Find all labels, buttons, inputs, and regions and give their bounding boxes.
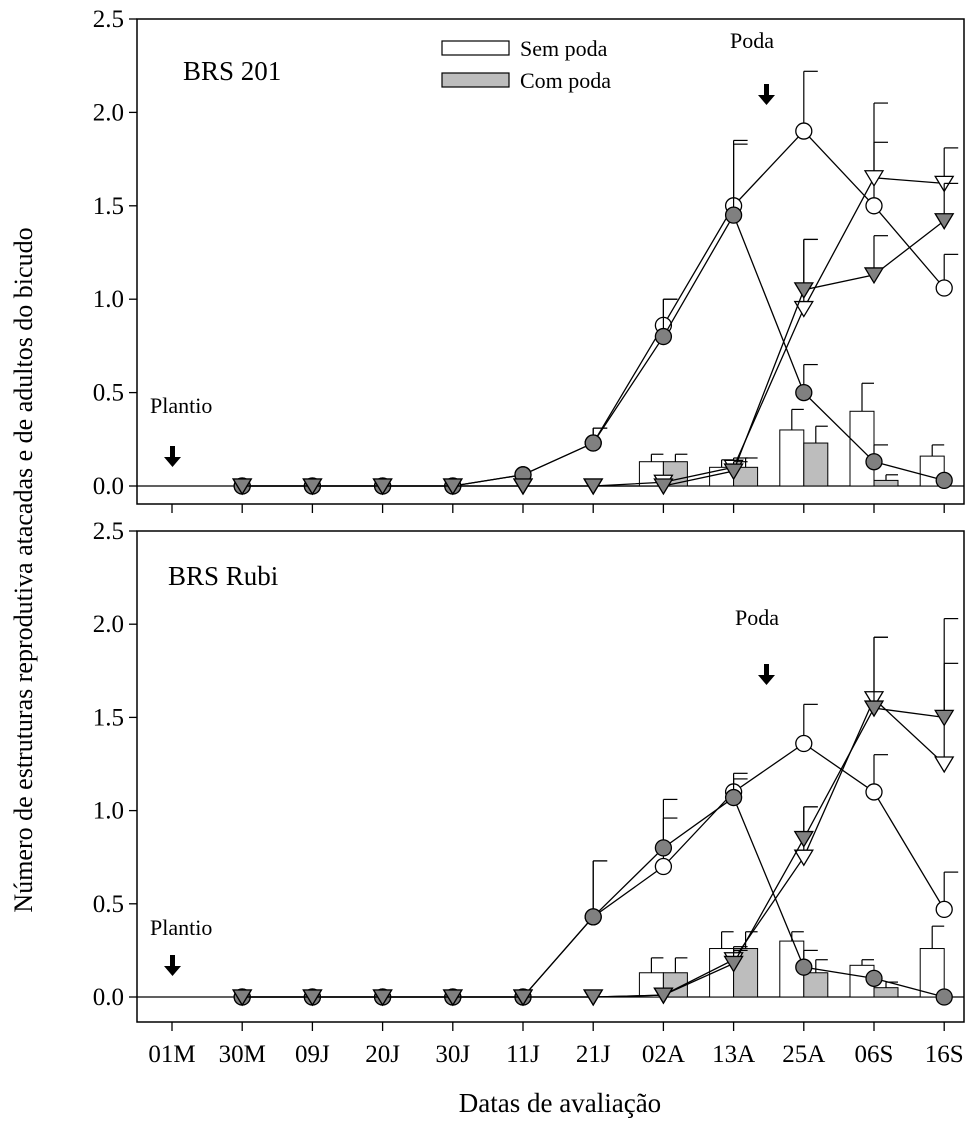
data-point: [934, 213, 955, 231]
data-point: [793, 300, 814, 318]
data-point: [654, 857, 673, 876]
x-tick-label: 21J: [576, 1041, 611, 1068]
data-point: [863, 700, 885, 718]
x-tick-label: 01M: [148, 1041, 195, 1068]
data-point: [935, 900, 953, 919]
plantio-arrow-icon: [164, 446, 181, 467]
y-tick-label: 2.5: [93, 6, 124, 33]
legend-swatch-com-poda: [441, 72, 510, 88]
x-tick-label: 30J: [435, 1041, 470, 1068]
series-line: [242, 707, 945, 998]
y-axis-label: Número de estruturas reprodutiva atacada…: [9, 227, 38, 912]
x-tick-label: 30M: [219, 1041, 266, 1068]
data-point: [583, 478, 604, 496]
data-point: [795, 383, 813, 402]
y-tick-label: 0.5: [93, 380, 124, 407]
data-point: [724, 788, 743, 807]
data-point: [863, 267, 885, 285]
data-point: [442, 989, 463, 1007]
x-tick-label: 13A: [712, 1041, 755, 1068]
data-point: [865, 783, 883, 801]
x-tick-label: 11J: [506, 1041, 540, 1068]
data-point: [724, 206, 743, 224]
data-point: [935, 988, 953, 1006]
data-point: [865, 969, 883, 988]
panel-title: BRS 201: [183, 56, 281, 86]
y-tick-label: 2.0: [93, 99, 124, 126]
data-point: [653, 478, 674, 496]
x-tick-label: 06S: [855, 1041, 894, 1068]
data-point: [302, 478, 323, 496]
x-tick-label: 09J: [295, 1041, 330, 1068]
y-tick-label: 2.5: [93, 518, 124, 545]
legend: Sem poda Com poda: [441, 36, 611, 93]
data-point: [793, 849, 814, 867]
data-point: [654, 327, 673, 346]
data-point: [512, 478, 534, 496]
poda-arrow-icon: [758, 84, 775, 105]
plantio-label: Plantio: [150, 393, 212, 418]
data-point: [934, 756, 955, 774]
data-point: [442, 478, 463, 496]
plot-frame: [136, 530, 965, 1023]
y-tick-label: 0.0: [93, 984, 124, 1011]
bar: [803, 972, 829, 998]
panel-brs-201: BRS 201 Plantio Poda Sem poda Com poda 0…: [93, 6, 965, 513]
bar: [803, 442, 829, 487]
data-point: [793, 830, 814, 848]
data-point: [863, 170, 885, 188]
plot-frame: [136, 18, 965, 505]
data-point: [512, 989, 534, 1007]
data-point: [653, 987, 674, 1005]
data-point: [584, 908, 602, 926]
data-point: [654, 839, 673, 857]
legend-label-sem-poda: Sem poda: [520, 36, 608, 61]
data-point: [372, 989, 393, 1007]
data-point: [935, 471, 953, 490]
y-tick-label: 1.5: [93, 193, 124, 220]
panel-title: BRS Rubi: [168, 561, 278, 591]
data-point: [795, 122, 813, 140]
legend-swatch-sem-poda: [441, 40, 510, 56]
data-point: [793, 282, 814, 300]
data-point: [584, 434, 602, 452]
bar: [873, 479, 899, 487]
data-point: [232, 478, 253, 496]
poda-label: Poda: [735, 605, 779, 630]
x-tick-label: 02A: [642, 1041, 685, 1068]
y-tick-label: 1.5: [93, 704, 124, 731]
data-point: [302, 989, 323, 1007]
data-point: [865, 197, 883, 215]
poda-arrow-icon: [758, 664, 775, 685]
data-point: [795, 734, 813, 753]
bar: [849, 410, 875, 487]
x-tick-label: 25A: [782, 1041, 825, 1068]
plantio-label: Plantio: [150, 915, 212, 940]
panel-brs-rubi: BRS Rubi Plantio Poda 0.0 0.5 1.0 1.5 2.0 2.5…: [93, 518, 965, 1068]
plantio-arrow-icon: [164, 955, 181, 976]
y-tick-label: 0.0: [93, 473, 124, 500]
data-point: [372, 478, 393, 496]
bar: [779, 429, 805, 487]
poda-label: Poda: [730, 28, 774, 53]
data-point: [865, 453, 883, 471]
y-tick-label: 1.0: [93, 798, 124, 825]
data-point: [795, 958, 813, 976]
y-tick-label: 2.0: [93, 611, 124, 638]
bar: [873, 987, 899, 998]
legend-label-com-poda: Com poda: [520, 68, 611, 93]
data-point: [723, 463, 744, 481]
data-point: [934, 709, 955, 727]
data-point: [232, 989, 253, 1007]
y-tick-label: 1.0: [93, 286, 124, 313]
data-point: [935, 279, 953, 297]
series-line: [242, 697, 945, 998]
y-tick-label: 0.5: [93, 891, 124, 918]
data-point: [723, 955, 744, 973]
data-point: [583, 989, 604, 1007]
x-tick-label: 20J: [365, 1041, 400, 1068]
x-axis-label: Datas de avaliação: [459, 1088, 661, 1118]
x-tick-label: 16S: [925, 1041, 964, 1068]
